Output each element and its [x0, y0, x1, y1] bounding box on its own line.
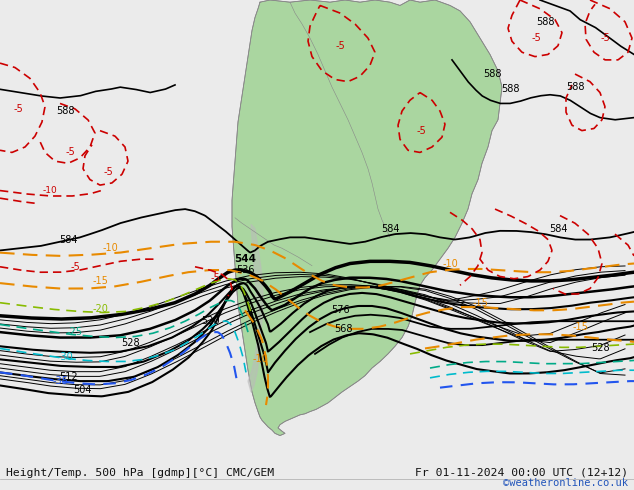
Text: 576: 576	[331, 305, 349, 316]
Text: 520: 520	[201, 316, 219, 326]
Polygon shape	[248, 224, 263, 392]
Text: Height/Temp. 500 hPa [gdmp][°C] CMC/GEM: Height/Temp. 500 hPa [gdmp][°C] CMC/GEM	[6, 468, 275, 478]
Text: -5: -5	[531, 33, 541, 43]
Text: 584: 584	[59, 235, 77, 245]
Text: -10: -10	[102, 243, 118, 253]
Text: -5: -5	[70, 262, 80, 272]
Text: 528: 528	[120, 338, 139, 348]
Text: 536: 536	[236, 265, 254, 275]
Text: -10: -10	[42, 186, 57, 195]
Text: -20: -20	[92, 304, 108, 314]
Text: -10: -10	[442, 259, 458, 269]
Text: -15: -15	[572, 321, 588, 332]
Text: -5: -5	[65, 147, 75, 157]
Text: -15: -15	[472, 298, 488, 308]
Text: 544: 544	[234, 254, 256, 264]
Polygon shape	[232, 0, 502, 436]
Text: 504: 504	[73, 385, 91, 395]
Text: 528: 528	[591, 343, 609, 353]
Text: -5: -5	[335, 41, 345, 51]
Text: -5: -5	[210, 272, 220, 283]
Text: 568: 568	[333, 324, 353, 334]
Text: -5: -5	[416, 125, 426, 136]
Text: 588: 588	[501, 84, 519, 94]
Text: 588: 588	[482, 69, 501, 79]
Text: -10: -10	[252, 354, 268, 365]
Text: ©weatheronline.co.uk: ©weatheronline.co.uk	[503, 478, 628, 488]
Text: -5: -5	[600, 33, 610, 43]
Text: -35: -35	[52, 376, 68, 386]
Text: 588: 588	[566, 82, 585, 92]
Text: Fr 01-11-2024 00:00 UTC (12+12): Fr 01-11-2024 00:00 UTC (12+12)	[415, 468, 628, 478]
Text: 584: 584	[549, 223, 567, 234]
Text: -25: -25	[67, 327, 83, 337]
Text: -5: -5	[103, 167, 113, 177]
Text: 584: 584	[381, 223, 399, 234]
Text: -5: -5	[13, 104, 23, 114]
Text: 588: 588	[536, 17, 554, 27]
Text: 512: 512	[59, 372, 77, 382]
Text: -30: -30	[57, 352, 73, 362]
Text: -15: -15	[92, 276, 108, 286]
Text: 588: 588	[56, 106, 74, 116]
